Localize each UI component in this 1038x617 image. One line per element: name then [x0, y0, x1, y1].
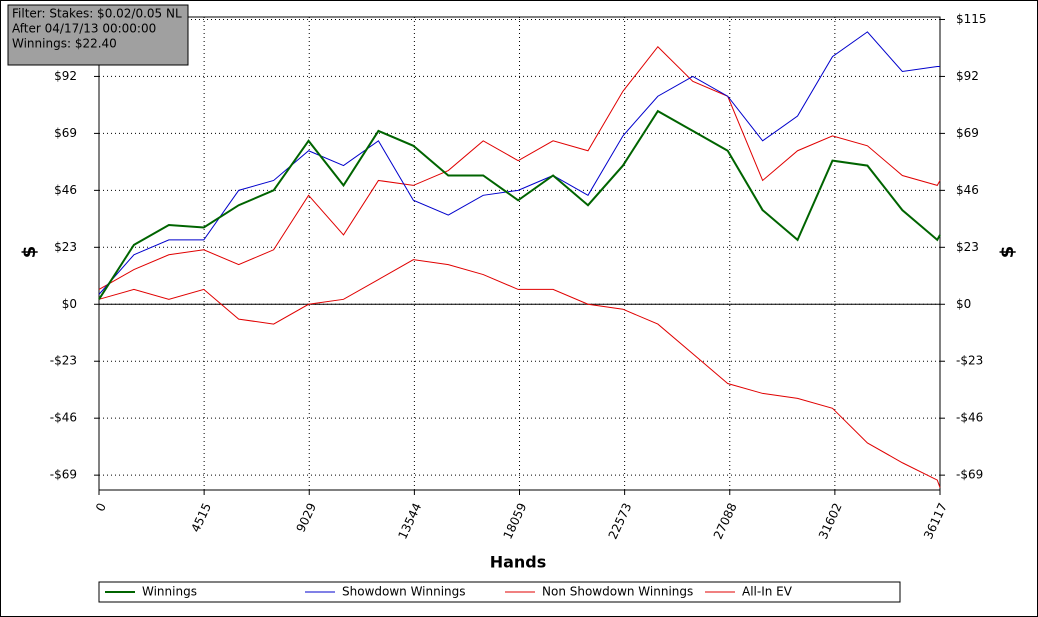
y2-tick-label: -$46: [956, 411, 983, 425]
y-tick-label: -$23: [50, 354, 77, 368]
filter-text: Winnings: $22.40: [12, 37, 117, 51]
y-tick-label: -$46: [50, 411, 77, 425]
y-tick-label: $46: [54, 183, 77, 197]
y-axis-label: $: [19, 246, 40, 259]
y-tick-label: $23: [54, 240, 77, 254]
legend: [98, 581, 901, 603]
y2-tick-label: $69: [956, 126, 979, 140]
series-line: [98, 31, 940, 295]
legend-label: Showdown Winnings: [342, 585, 466, 599]
y2-tick-label: $46: [956, 183, 979, 197]
y-tick-label: $0: [62, 297, 77, 311]
y2-tick-label: -$69: [956, 468, 983, 482]
y2-tick-label: $23: [956, 240, 979, 254]
filter-background: [7, 4, 189, 66]
legend-items: Winnings Showdown Winnings Non Showdown Wi…: [105, 585, 793, 599]
y-tick-label: -$69: [50, 468, 77, 482]
plot-area: $115$92$69$46$23$0-$23-$46-$69$115$92$69…: [46, 12, 986, 541]
legend-label: All-In EV: [742, 585, 793, 599]
y2-axis-label: $: [997, 246, 1018, 259]
x-axis-label: Hands: [490, 553, 547, 572]
filter-text: After 04/17/13 00:00:00: [12, 22, 156, 36]
series-line: [98, 45, 941, 290]
filter-text: Filter: Stakes: $0.02/0.05 NL: [12, 7, 182, 21]
y2-tick-label: $115: [956, 12, 987, 26]
y2-tick-label: -$23: [956, 354, 983, 368]
y2-tick-label: $92: [956, 69, 979, 83]
y2-tick-label: $0: [956, 297, 971, 311]
legend-label: Winnings: [142, 585, 197, 599]
series-line: [98, 109, 941, 300]
y-tick-label: $69: [54, 126, 77, 140]
series-line: [98, 259, 941, 488]
legend-label: Non Showdown Winnings: [542, 585, 693, 599]
y-tick-label: $92: [54, 69, 77, 83]
